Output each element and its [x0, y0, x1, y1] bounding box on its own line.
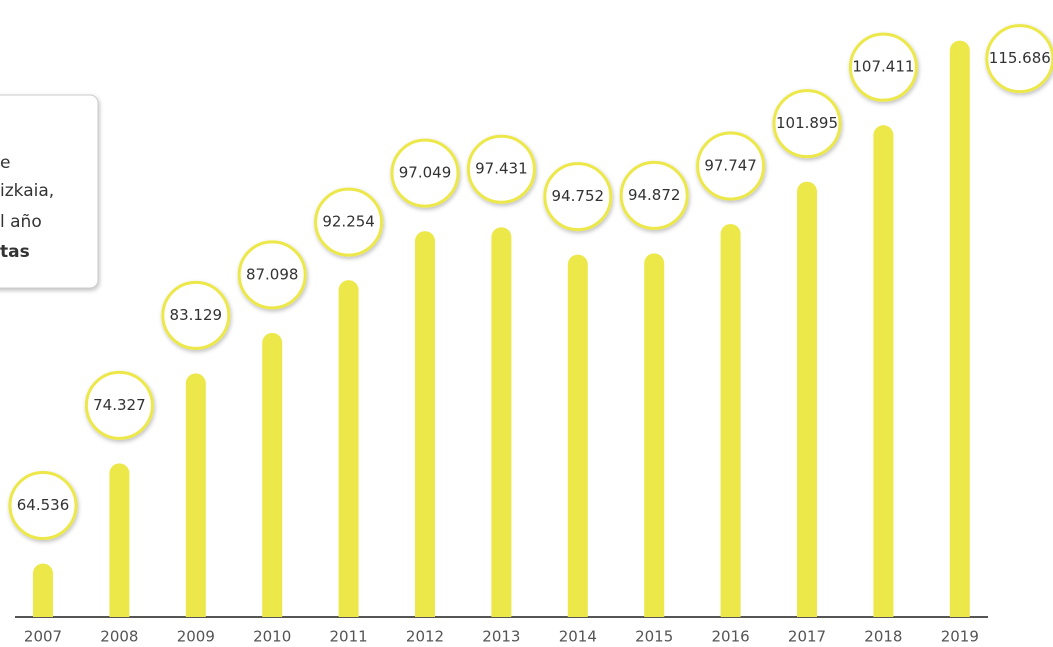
x-tick-label: 2009 [177, 628, 215, 646]
value-label-bubble [390, 138, 460, 208]
value-label: 74.327 [93, 396, 146, 414]
x-tick-label: 2011 [330, 628, 368, 646]
bar [262, 332, 283, 617]
value-label: 97.747 [704, 156, 757, 174]
value-label: 94.872 [628, 186, 681, 204]
value-label: 97.049 [399, 164, 452, 182]
value-label: 92.254 [322, 213, 375, 231]
value-label-bubble [314, 187, 384, 257]
x-tick-label: 2018 [864, 628, 902, 646]
value-label: 83.129 [170, 306, 223, 324]
value-label-bubble [161, 280, 231, 350]
bar [491, 227, 512, 617]
value-label-bubble [8, 470, 78, 540]
x-tick-label: 2007 [24, 628, 62, 646]
value-label-bubble [772, 89, 842, 159]
bar [415, 231, 435, 617]
annotation-line: e [0, 153, 10, 173]
bar [109, 463, 130, 617]
value-label: 64.536 [17, 496, 70, 514]
x-tick-label: 2008 [100, 628, 138, 646]
x-tick-label: 2017 [788, 628, 826, 646]
x-tick-label: 2013 [482, 628, 520, 646]
bar [949, 40, 970, 618]
value-label-bubble [619, 160, 689, 230]
info-box [0, 94, 99, 289]
value-label: 94.752 [552, 187, 605, 205]
x-tick-label: 2014 [559, 628, 597, 646]
value-label: 107.411 [852, 58, 914, 76]
value-label-bubble [848, 32, 918, 102]
value-label-bubble [466, 134, 536, 204]
x-tick-label: 2015 [635, 628, 673, 646]
bar [797, 181, 817, 617]
value-label-bubble [84, 370, 154, 440]
value-label-bubble [696, 131, 766, 201]
bar [644, 253, 665, 617]
annotation: e izkaia, l año tas [0, 153, 54, 262]
annotation-line: l año [0, 212, 42, 232]
bar [338, 280, 359, 617]
value-label: 97.431 [475, 160, 528, 178]
value-label-bubble [543, 162, 613, 232]
annotation-line: tas [0, 242, 30, 262]
annotation-line: izkaia, [0, 181, 54, 201]
value-label-bubble [237, 240, 307, 310]
value-label: 101.895 [776, 114, 838, 132]
x-tick-label: 2010 [253, 628, 291, 646]
x-tick-label: 2012 [406, 628, 444, 646]
bar [185, 373, 206, 617]
value-label: 87.098 [246, 265, 299, 283]
x-tick-label: 2016 [712, 628, 750, 646]
bar [33, 563, 53, 617]
x-tick-label: 2019 [941, 628, 979, 646]
bar [567, 254, 588, 617]
value-label: 115.686 [989, 49, 1051, 67]
bar [873, 125, 894, 617]
bar [720, 223, 741, 617]
